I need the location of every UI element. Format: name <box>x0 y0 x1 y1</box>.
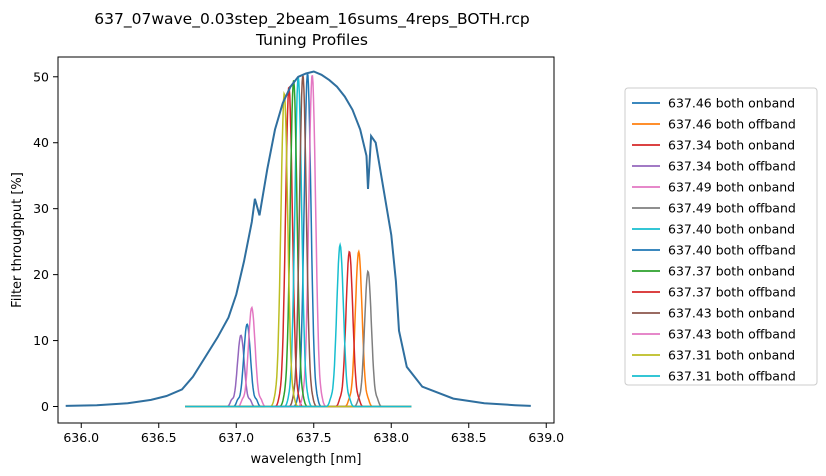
x-tick-label: 638.5 <box>451 430 487 445</box>
y-axis: 0 10 20 30 40 50 <box>33 69 58 414</box>
chart-subtitle: Tuning Profiles <box>255 31 368 49</box>
y-tick-label: 40 <box>33 135 49 150</box>
y-tick-label: 10 <box>33 333 49 348</box>
x-axis: 636.0 636.5 637.0 637.5 638.0 638.5 639.0 <box>63 423 564 445</box>
legend-label: 637.43 both offband <box>668 327 796 342</box>
legend: 637.46 both onband 637.46 both offband 637… <box>624 87 818 386</box>
legend-label: 637.40 both onband <box>668 222 795 237</box>
series-line <box>185 74 412 408</box>
y-tick-label: 20 <box>33 267 49 282</box>
legend-label: 637.40 both offband <box>668 243 796 258</box>
y-tick-label: 30 <box>33 201 49 216</box>
legend-label: 637.49 both onband <box>668 180 795 195</box>
plot-frame <box>57 56 555 424</box>
legend-label: 637.34 both offband <box>668 159 796 174</box>
x-tick-label: 637.5 <box>296 430 332 445</box>
legend-label: 637.31 both offband <box>668 369 796 384</box>
series-line <box>185 242 412 408</box>
x-tick-label: 636.0 <box>63 430 99 445</box>
legend-label: 637.43 both onband <box>668 306 795 321</box>
y-axis-label: Filter throughput [%] <box>10 172 25 308</box>
plot-area <box>65 70 531 408</box>
chart-title: 637_07wave_0.03step_2beam_16sums_4reps_B… <box>94 10 529 29</box>
envelope-line <box>65 70 531 407</box>
y-tick-label: 0 <box>41 399 49 414</box>
legend-label: 637.31 both onband <box>668 348 795 363</box>
legend-label: 637.37 both offband <box>668 285 796 300</box>
legend-frame <box>624 87 818 386</box>
legend-label: 637.37 both onband <box>668 264 795 279</box>
legend-label: 637.46 both offband <box>668 117 796 132</box>
legend-label: 637.49 both offband <box>668 201 796 216</box>
legend-label: 637.46 both onband <box>668 96 795 111</box>
x-tick-label: 639.0 <box>528 430 564 445</box>
x-tick-label: 637.0 <box>218 430 254 445</box>
y-tick-label: 50 <box>33 69 49 84</box>
x-axis-label: wavelength [nm] <box>251 452 362 467</box>
legend-label: 637.34 both onband <box>668 138 795 153</box>
x-tick-label: 636.5 <box>141 430 177 445</box>
x-tick-label: 638.0 <box>373 430 409 445</box>
